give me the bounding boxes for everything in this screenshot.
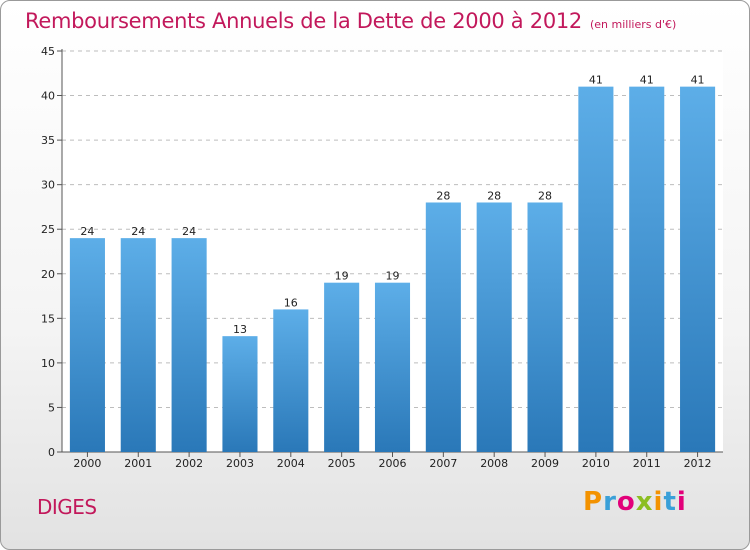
commune-name: DIGES bbox=[37, 495, 97, 519]
bar bbox=[324, 282, 360, 452]
title-main: Remboursements Annuels de la Dette de 20… bbox=[25, 9, 582, 33]
title-unit: (en milliers d'€) bbox=[590, 18, 677, 31]
bar bbox=[425, 202, 461, 452]
logo-letter: x bbox=[635, 487, 654, 517]
data-label: 13 bbox=[233, 323, 247, 336]
bar bbox=[629, 86, 665, 453]
x-tick-label: 2010 bbox=[582, 457, 610, 470]
y-tick-label: 20 bbox=[41, 268, 55, 281]
x-tick-label: 2006 bbox=[379, 457, 407, 470]
data-label: 41 bbox=[640, 74, 654, 87]
x-tick-label: 2000 bbox=[73, 457, 101, 470]
data-label: 24 bbox=[182, 225, 196, 238]
data-label: 16 bbox=[284, 296, 298, 309]
bar bbox=[476, 202, 512, 452]
bar bbox=[273, 309, 309, 452]
data-label: 28 bbox=[436, 189, 450, 202]
y-tick-label: 40 bbox=[41, 90, 55, 103]
y-tick-label: 30 bbox=[41, 179, 55, 192]
x-tick-label: 2009 bbox=[531, 457, 559, 470]
x-tick-label: 2001 bbox=[124, 457, 152, 470]
data-label: 19 bbox=[386, 270, 400, 283]
logo-letter: o bbox=[616, 487, 636, 517]
logo-letter: i bbox=[676, 487, 687, 517]
logo-letter: r bbox=[603, 487, 617, 517]
bar bbox=[171, 238, 207, 452]
y-tick-label: 10 bbox=[41, 357, 55, 370]
x-tick-label: 2003 bbox=[226, 457, 254, 470]
x-tick-label: 2002 bbox=[175, 457, 203, 470]
logo-letter: i bbox=[653, 487, 664, 517]
bar bbox=[578, 86, 614, 453]
y-tick-label: 5 bbox=[48, 401, 55, 414]
data-label: 41 bbox=[691, 74, 705, 87]
x-tick-label: 2011 bbox=[633, 457, 661, 470]
logo-letter: P bbox=[583, 487, 604, 517]
data-label: 24 bbox=[80, 225, 94, 238]
data-label: 28 bbox=[487, 189, 501, 202]
bar bbox=[222, 336, 258, 452]
bar bbox=[680, 86, 716, 453]
data-label: 28 bbox=[538, 189, 552, 202]
x-tick-label: 2005 bbox=[328, 457, 356, 470]
x-tick-label: 2007 bbox=[429, 457, 457, 470]
data-label: 19 bbox=[335, 270, 349, 283]
bar bbox=[69, 238, 105, 452]
y-tick-label: 35 bbox=[41, 134, 55, 147]
logo-letter: t bbox=[663, 487, 677, 517]
y-tick-label: 15 bbox=[41, 312, 55, 325]
x-tick-label: 2008 bbox=[480, 457, 508, 470]
y-tick-label: 45 bbox=[41, 45, 55, 58]
bar bbox=[527, 202, 563, 452]
x-tick-label: 2012 bbox=[684, 457, 712, 470]
y-tick-label: 0 bbox=[48, 446, 55, 459]
proxiti-logo: Proxiti bbox=[583, 487, 687, 517]
chart-title: Remboursements Annuels de la Dette de 20… bbox=[25, 9, 676, 33]
y-tick-label: 25 bbox=[41, 223, 55, 236]
bar bbox=[374, 282, 411, 452]
x-tick-label: 2004 bbox=[277, 457, 305, 470]
data-label: 41 bbox=[589, 74, 603, 87]
bar bbox=[120, 238, 156, 452]
data-label: 24 bbox=[131, 225, 145, 238]
